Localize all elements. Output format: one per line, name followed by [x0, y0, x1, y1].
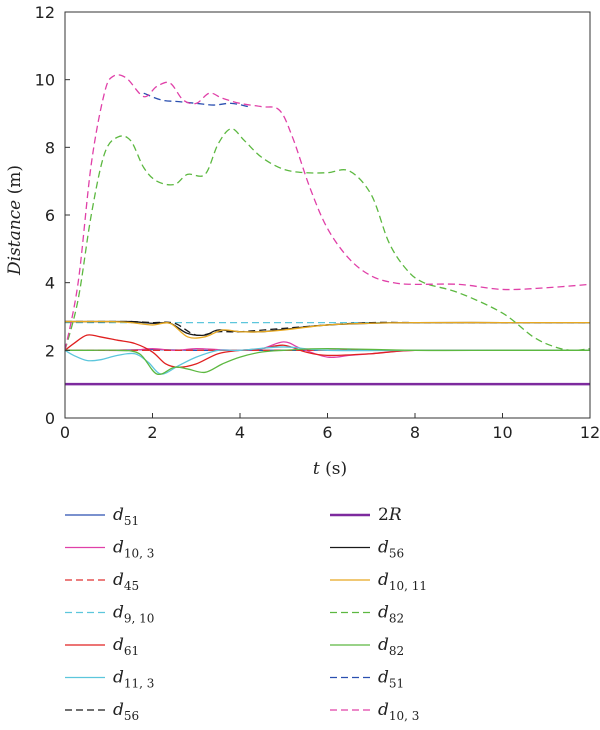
legend-sub: 51: [389, 677, 404, 691]
legend-item: d82: [330, 635, 404, 658]
series-line-10: [65, 128, 590, 352]
legend-label: d82: [378, 635, 404, 658]
x-axis-title: t (s): [313, 459, 347, 479]
x-tick-label: 6: [322, 423, 332, 442]
legend-sub: 10, 11: [389, 579, 427, 593]
legend-label: d82: [378, 603, 404, 626]
y-tick-label: 2: [45, 341, 55, 360]
legend-sub: 82: [389, 612, 404, 626]
y-axis-var: Distance: [5, 200, 25, 276]
legend-item: d10, 11: [330, 570, 427, 593]
x-tick-label: 2: [147, 423, 157, 442]
series-line-11: [65, 347, 590, 376]
legend-var: d: [378, 570, 389, 590]
legend-sub: 45: [124, 579, 139, 593]
legend-var: d: [378, 538, 389, 558]
y-tick-label: 8: [45, 138, 55, 157]
series-line-9: [65, 320, 590, 339]
legend-var: d: [113, 570, 124, 590]
legend-sub: 10, 3: [124, 547, 155, 561]
legend-sub: 11, 3: [124, 677, 155, 691]
series-line-13: [65, 74, 590, 351]
legend-sub: 61: [124, 644, 139, 658]
y-axis-title: Distance (m): [5, 165, 25, 276]
legend-label: 2R: [378, 505, 402, 525]
legend-label: d56: [378, 538, 404, 561]
legend-label: d10, 3: [113, 538, 154, 561]
legend-item: d56: [65, 700, 139, 723]
legend-var: d: [378, 668, 389, 688]
legend-sub: 56: [389, 547, 404, 561]
y-tick-label: 12: [35, 3, 55, 22]
legend-label: d56: [113, 700, 139, 723]
legend-sub: 9, 10: [124, 612, 155, 626]
legend-item: d45: [65, 570, 139, 593]
y-tick-label: 0: [45, 409, 55, 428]
legend-sub: 51: [124, 514, 139, 528]
axes: 0 2 4 6 8 10 12 0 2 4 6 8 10 12: [35, 3, 600, 442]
x-axis-unit: (s): [320, 459, 347, 479]
legend-sub: 56: [124, 709, 139, 723]
legend-label: d61: [113, 635, 139, 658]
legend-var: d: [113, 668, 124, 688]
legend-var: d: [378, 700, 389, 720]
legend-item: d10, 3: [65, 538, 154, 561]
legend-var: d: [378, 603, 389, 623]
x-tick-label: 8: [410, 423, 420, 442]
legend-var: R: [388, 505, 402, 525]
y-tick-label: 6: [45, 206, 55, 225]
legend-item: d51: [330, 668, 404, 691]
legend-var: d: [113, 538, 124, 558]
legend-var: d: [113, 603, 124, 623]
series-line-5: [65, 346, 590, 375]
legend-item: d9, 10: [65, 603, 154, 626]
legend-item: d61: [65, 635, 139, 658]
series-line-12: [143, 92, 249, 108]
plot-area: [65, 74, 590, 386]
legend-prefix: 2: [378, 505, 389, 525]
legend-label: d45: [113, 570, 139, 593]
y-tick-label: 10: [35, 71, 55, 90]
legend-var: d: [113, 505, 124, 525]
legend-item: d82: [330, 603, 404, 626]
legend-var: d: [113, 700, 124, 720]
legend-item: d11, 3: [65, 668, 154, 691]
legend-sub: 10, 3: [389, 709, 420, 723]
legend-item: 2R: [330, 505, 402, 525]
legend-label: d9, 10: [113, 603, 154, 626]
legend-item: d51: [65, 505, 139, 528]
legend-sub: 82: [389, 644, 404, 658]
legend-label: d51: [113, 505, 139, 528]
x-tick-label: 4: [235, 423, 245, 442]
x-tick-label: 10: [492, 423, 512, 442]
y-tick-label: 4: [45, 274, 55, 293]
series-line-4: [65, 334, 590, 368]
legend-item: d10, 3: [330, 700, 419, 723]
x-tick-label: 12: [580, 423, 600, 442]
legend-var: d: [113, 635, 124, 655]
legend-label: d51: [378, 668, 404, 691]
legend-label: d10, 11: [378, 570, 427, 593]
y-axis-unit: (m): [5, 165, 25, 200]
legend-label: d11, 3: [113, 668, 154, 691]
legend-label: d10, 3: [378, 700, 419, 723]
x-axis-var: t: [313, 459, 320, 479]
x-tick-label: 0: [60, 423, 70, 442]
legend-var: d: [378, 635, 389, 655]
legend-item: d56: [330, 538, 404, 561]
